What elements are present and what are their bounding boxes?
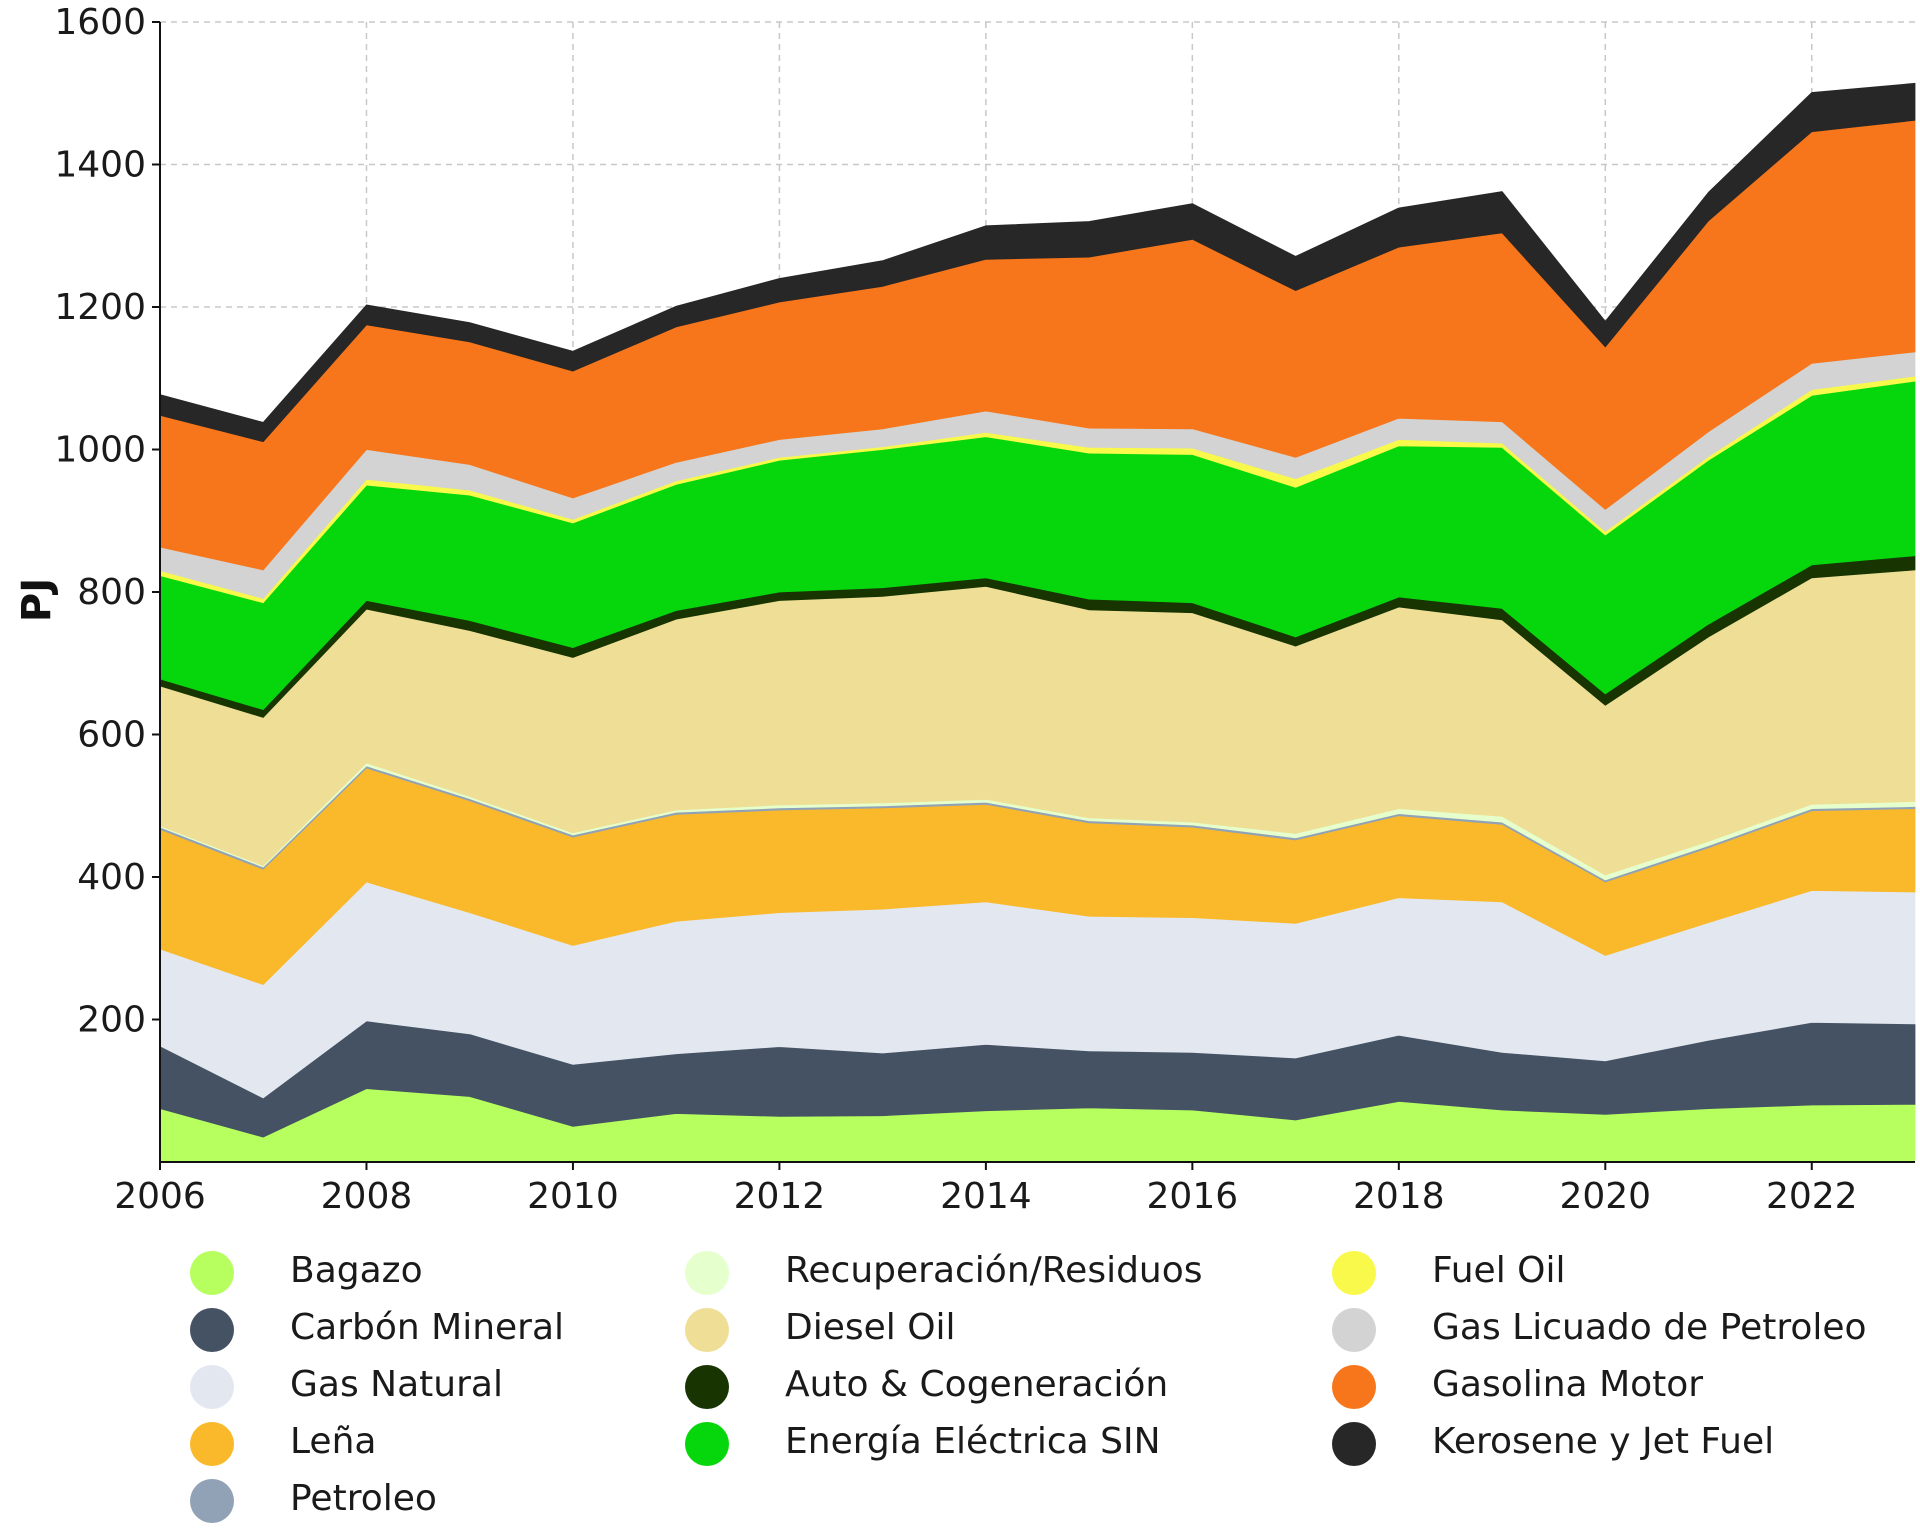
legend-swatch [190,1308,234,1352]
legend-label: Gasolina Motor [1432,1364,1704,1405]
legend-label: Leña [290,1421,377,1462]
legend-swatch [1332,1308,1376,1352]
x-tick-label: 2020 [1559,1176,1651,1217]
y-tick-label: 1000 [54,430,146,471]
legend-label: Gas Natural [290,1364,503,1405]
y-tick-label: 600 [77,715,146,756]
legend-swatch [190,1251,234,1295]
x-tick-label: 2008 [321,1176,413,1217]
y-tick-label: 1200 [54,287,146,328]
legend-label: Gas Licuado de Petroleo [1432,1307,1867,1348]
y-tick-label: 800 [77,572,146,613]
legend-swatch [1332,1422,1376,1466]
legend-swatch [190,1479,234,1523]
tick-labels: 200 400 600 800 1000 1200 1400 1600 2006 2008 2010… [54,2,1857,1217]
legend-swatch [685,1365,729,1409]
stacked-areas [159,82,1916,1163]
x-tick-label: 2018 [1353,1176,1445,1217]
legend-label: Kerosene y Jet Fuel [1432,1421,1775,1462]
x-tick-label: 2012 [734,1176,826,1217]
legend-swatch [1332,1365,1376,1409]
x-tick-label: 2014 [940,1176,1032,1217]
legend: Bagazo Carbón Mineral Gas Natural Leña Petro… [190,1245,1910,1535]
x-tick-label: 2010 [527,1176,619,1217]
legend-swatch [685,1422,729,1466]
legend-label: Fuel Oil [1432,1250,1566,1291]
legend-swatch [190,1365,234,1409]
x-tick-label: 2006 [114,1176,206,1217]
legend-label: Recuperación/Residuos [785,1250,1203,1291]
legend-label: Petroleo [290,1478,437,1519]
legend-swatch [190,1422,234,1466]
y-tick-label: 200 [77,1000,146,1041]
legend-swatch [1332,1251,1376,1295]
legend-label: Carbón Mineral [290,1307,565,1348]
area-chart: 200 400 600 800 1000 1200 1400 1600 2006 2008 2010… [14,2,1916,1217]
x-tick-label: 2016 [1147,1176,1239,1217]
y-axis-title: PJ [14,578,60,622]
y-tick-label: 1600 [54,2,146,43]
legend-label: Bagazo [290,1250,423,1291]
x-tick-label: 2022 [1766,1176,1858,1217]
area-kerosene-y-jet-fuel [159,82,1916,443]
legend-label: Energía Eléctrica SIN [785,1421,1161,1462]
y-tick-label: 400 [77,857,146,898]
legend-label: Diesel Oil [785,1307,956,1348]
y-tick-label: 1400 [54,145,146,186]
legend-swatch [685,1251,729,1295]
legend-swatch [685,1308,729,1352]
legend-label: Auto & Cogeneración [785,1364,1169,1405]
